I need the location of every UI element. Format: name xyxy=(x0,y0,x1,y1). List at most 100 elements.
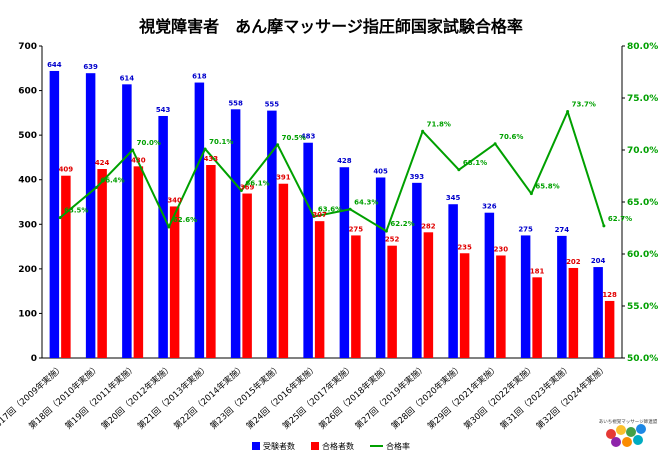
y-left-tick-label: 100 xyxy=(18,309,37,319)
data-label-rate: 70.6% xyxy=(499,133,523,141)
legend-label-examinees: 受験者数 xyxy=(263,441,295,451)
data-label-passers: 433 xyxy=(204,155,219,163)
bar-passers xyxy=(314,221,325,358)
bar-examinees xyxy=(85,73,96,358)
rate-point xyxy=(239,189,243,193)
x-tick-label: 第21回（2013年実施） xyxy=(135,362,211,432)
bar-passers xyxy=(532,277,542,358)
x-tick-label: 第25回（2017年実施） xyxy=(280,362,356,432)
data-label-passers: 430 xyxy=(131,156,146,164)
data-label-examinees: 274 xyxy=(555,226,570,234)
data-label-examinees: 483 xyxy=(301,133,316,141)
bar-passers xyxy=(133,166,144,358)
x-tick-label: 第24回（2016年実施） xyxy=(244,362,320,432)
bar-passers xyxy=(387,245,397,358)
y-left-tick-label: 200 xyxy=(18,265,37,275)
data-label-passers: 409 xyxy=(59,166,74,174)
data-label-examinees: 326 xyxy=(482,203,497,211)
data-label-examinees: 275 xyxy=(518,225,533,233)
rate-point xyxy=(131,148,135,152)
bar-examinees xyxy=(520,235,531,358)
data-label-rate: 66.4% xyxy=(100,176,124,184)
rate-point xyxy=(167,225,171,229)
data-label-rate: 70.5% xyxy=(282,134,306,142)
rate-point xyxy=(94,185,98,189)
y-left-tick-label: 0 xyxy=(31,354,37,364)
data-label-passers: 252 xyxy=(385,236,400,244)
bar-examinees xyxy=(230,109,241,358)
y-right-tick-label: 65.0% xyxy=(627,198,658,208)
x-tick-label: 第30回（2022年実施） xyxy=(462,362,538,432)
data-label-passers: 181 xyxy=(530,267,545,275)
bar-passers xyxy=(496,255,506,358)
data-label-rate: 63.5% xyxy=(64,207,88,215)
rate-point xyxy=(602,224,606,228)
data-label-rate: 62.6% xyxy=(173,216,197,224)
x-tick-label: 第20回（2012年実施） xyxy=(99,362,175,432)
y-right-tick-label: 70.0% xyxy=(627,146,658,156)
rate-point xyxy=(276,143,280,147)
logo-graphic xyxy=(606,424,646,447)
data-label-passers: 128 xyxy=(602,291,617,299)
x-tick-label: 第28回（2020年実施） xyxy=(389,362,465,432)
bar-examinees xyxy=(122,84,132,359)
rate-point xyxy=(203,147,207,151)
chart-title: 視覚障害者 あん摩マッサージ指圧師国家試験合格率 xyxy=(138,17,523,36)
data-label-rate: 62.2% xyxy=(390,220,414,228)
data-label-examinees: 345 xyxy=(446,194,461,202)
y-left-tick-label: 700 xyxy=(18,42,37,52)
data-label-rate: 70.1% xyxy=(209,138,233,146)
bar-examinees xyxy=(484,212,495,358)
y-right-tick-label: 75.0% xyxy=(627,94,658,104)
bar-passers xyxy=(242,193,252,358)
bar-passers xyxy=(459,253,470,358)
bar-examinees xyxy=(303,142,313,358)
bar-examinees xyxy=(593,267,603,358)
data-label-rate: 63.6% xyxy=(318,206,342,214)
bar-examinees xyxy=(339,167,350,358)
data-label-examinees: 393 xyxy=(410,173,425,181)
bar-examinees xyxy=(267,110,277,358)
y-left-tick-label: 600 xyxy=(18,87,37,97)
rate-point xyxy=(312,215,316,219)
legend: 受験者数 合格者数 合格率 xyxy=(252,441,410,451)
bar-examinees xyxy=(158,115,168,358)
legend-swatch-examinees xyxy=(252,442,260,450)
y-left-tick-label: 400 xyxy=(18,176,37,186)
data-label-examinees: 204 xyxy=(591,257,606,265)
data-label-rate: 65.8% xyxy=(535,183,559,191)
data-label-rate: 71.8% xyxy=(427,120,451,128)
x-tick-label: 第27回（2019年実施） xyxy=(353,362,429,432)
data-label-passers: 202 xyxy=(566,258,581,266)
bar-passers xyxy=(97,169,107,358)
data-label-examinees: 639 xyxy=(83,63,98,71)
data-label-rate: 68.1% xyxy=(463,159,487,167)
y-right-tick-label: 60.0% xyxy=(627,250,658,260)
data-label-passers: 424 xyxy=(95,159,110,167)
legend-label-rate: 合格率 xyxy=(386,441,410,451)
bar-examinees xyxy=(557,235,567,358)
legend-label-passers: 合格者数 xyxy=(322,441,354,451)
data-label-passers: 282 xyxy=(421,222,436,230)
bar-passers xyxy=(61,175,71,358)
data-label-passers: 307 xyxy=(312,211,327,219)
data-label-examinees: 614 xyxy=(120,74,135,82)
y-right-tick-label: 80.0% xyxy=(627,42,658,52)
x-tick-label: 第18回（2010年実施） xyxy=(27,362,103,432)
bar-passers xyxy=(568,267,579,358)
bar-passers xyxy=(278,183,289,358)
x-tick-label: 第31回（2023年実施） xyxy=(498,362,574,432)
data-label-rate: 64.3% xyxy=(354,198,378,206)
data-label-rate: 66.1% xyxy=(245,180,269,188)
rate-line-layer xyxy=(58,110,606,233)
y-right-tick-label: 55.0% xyxy=(627,302,658,312)
bar-examinees xyxy=(448,204,458,358)
data-label-passers: 340 xyxy=(167,196,182,204)
y-left-tick-label: 500 xyxy=(18,131,37,141)
logo: あいち視覚マッサージ師連盟 xyxy=(599,418,658,447)
data-label-passers: 235 xyxy=(457,243,472,251)
x-tick-label: 第26回（2018年実施） xyxy=(317,362,393,432)
y-right-tick-label: 50.0% xyxy=(627,354,658,364)
data-label-passers: 275 xyxy=(349,225,364,233)
